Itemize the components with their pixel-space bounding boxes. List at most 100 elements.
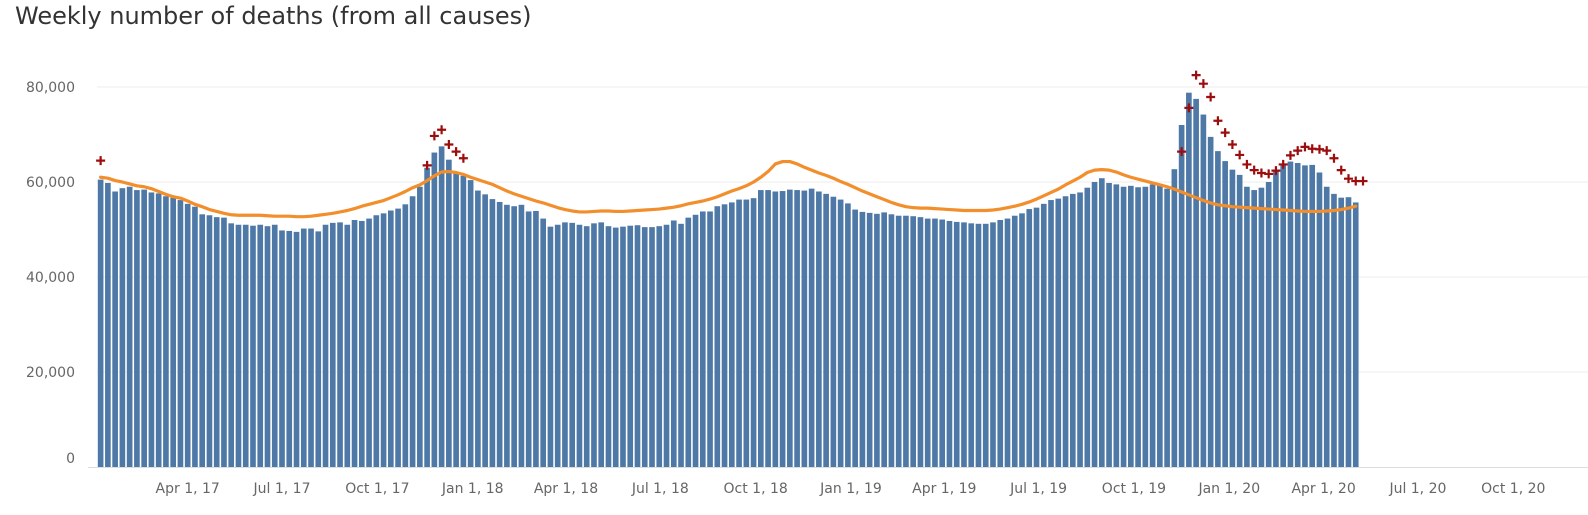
bar (1077, 192, 1083, 467)
bar (1149, 184, 1156, 468)
bar (801, 190, 808, 468)
bar (126, 186, 133, 467)
bar (199, 214, 206, 467)
y-tick-label: 60,000 (26, 175, 75, 191)
bar (460, 175, 467, 467)
bar (663, 224, 670, 467)
bar (881, 212, 887, 467)
bar (961, 222, 967, 467)
x-tick-label: Oct 1, 18 (724, 481, 788, 497)
bar (808, 188, 815, 467)
bar (787, 189, 793, 467)
bar (533, 210, 539, 468)
excess-marker (1271, 166, 1281, 176)
bar (119, 188, 126, 467)
bar (1040, 203, 1047, 467)
bar (975, 223, 982, 467)
bar (939, 219, 946, 467)
bar (1135, 187, 1141, 468)
x-tick-label: Jul 1, 18 (631, 481, 689, 497)
bar (1142, 186, 1149, 467)
bar (1309, 164, 1316, 467)
x-tick-label: Oct 1, 20 (1481, 481, 1545, 497)
bar (1258, 187, 1265, 467)
bar (1323, 186, 1330, 467)
bar (1098, 178, 1105, 467)
bar (765, 190, 771, 467)
bar (816, 191, 822, 467)
bar (315, 231, 322, 467)
bar (424, 167, 430, 467)
excess-marker (1343, 174, 1353, 184)
excess-marker (1220, 128, 1230, 138)
bar (504, 204, 510, 468)
bar (1011, 215, 1018, 467)
bar (1033, 207, 1040, 467)
x-tick-label: Jul 1, 17 (253, 481, 311, 497)
bar (1128, 185, 1134, 468)
bar (598, 222, 605, 467)
bar (1207, 136, 1214, 468)
bar (1120, 186, 1127, 467)
bar (685, 217, 692, 468)
x-tick-label: Jul 1, 20 (1388, 481, 1446, 497)
excess-marker (1300, 142, 1310, 152)
excess-marker (1184, 103, 1194, 113)
bar (286, 230, 293, 467)
bar (344, 224, 351, 467)
excess-marker (429, 131, 439, 141)
bar (1265, 182, 1272, 467)
x-tick-label: Jan 1, 19 (819, 481, 882, 497)
expected-deaths-line (99, 159, 1358, 219)
bar (300, 228, 307, 467)
excess-marker (1264, 169, 1274, 179)
bar (453, 172, 459, 467)
bar (293, 231, 300, 468)
bar (874, 213, 880, 467)
excess-marker (458, 153, 468, 163)
bar (1113, 184, 1120, 468)
bar (431, 152, 438, 468)
bar (1200, 114, 1207, 468)
axis-layer: 0 20,000 40,000 60,000 80,000 Apr 1, 17 Jul 1,… (26, 80, 1588, 497)
excess-marker (1249, 165, 1259, 175)
excess-marker (437, 125, 447, 135)
bar (1178, 125, 1185, 467)
x-tick-label: Apr 1, 19 (912, 481, 976, 497)
chart-title: Weekly number of deaths (from all causes… (15, 2, 532, 30)
bar (1084, 187, 1091, 467)
bar (228, 223, 235, 467)
bar (380, 213, 387, 467)
bar (467, 180, 474, 467)
bar (213, 217, 220, 467)
bar (322, 224, 329, 467)
bar (627, 225, 634, 467)
excess-marker (1206, 92, 1216, 102)
x-tick-label: Apr 1, 20 (1291, 481, 1355, 497)
excess-marker (1314, 144, 1324, 154)
bar (830, 196, 837, 467)
bar (482, 194, 488, 467)
bar (641, 227, 648, 468)
bar (1222, 161, 1228, 467)
bar (772, 191, 779, 467)
bar (112, 191, 118, 467)
bar (525, 211, 532, 467)
excess-marker (1329, 153, 1339, 163)
bar (105, 182, 111, 467)
bar (620, 226, 626, 467)
bar (562, 222, 568, 467)
bar (605, 226, 612, 467)
bar (845, 203, 851, 468)
excess-marker (1242, 159, 1252, 169)
bar (1215, 151, 1221, 468)
bar (155, 193, 162, 467)
bar (417, 186, 423, 467)
bar (917, 217, 924, 467)
bar (518, 204, 525, 468)
bar (358, 220, 365, 467)
bar (953, 221, 960, 467)
excess-marker (1227, 139, 1237, 149)
bar (634, 225, 641, 467)
